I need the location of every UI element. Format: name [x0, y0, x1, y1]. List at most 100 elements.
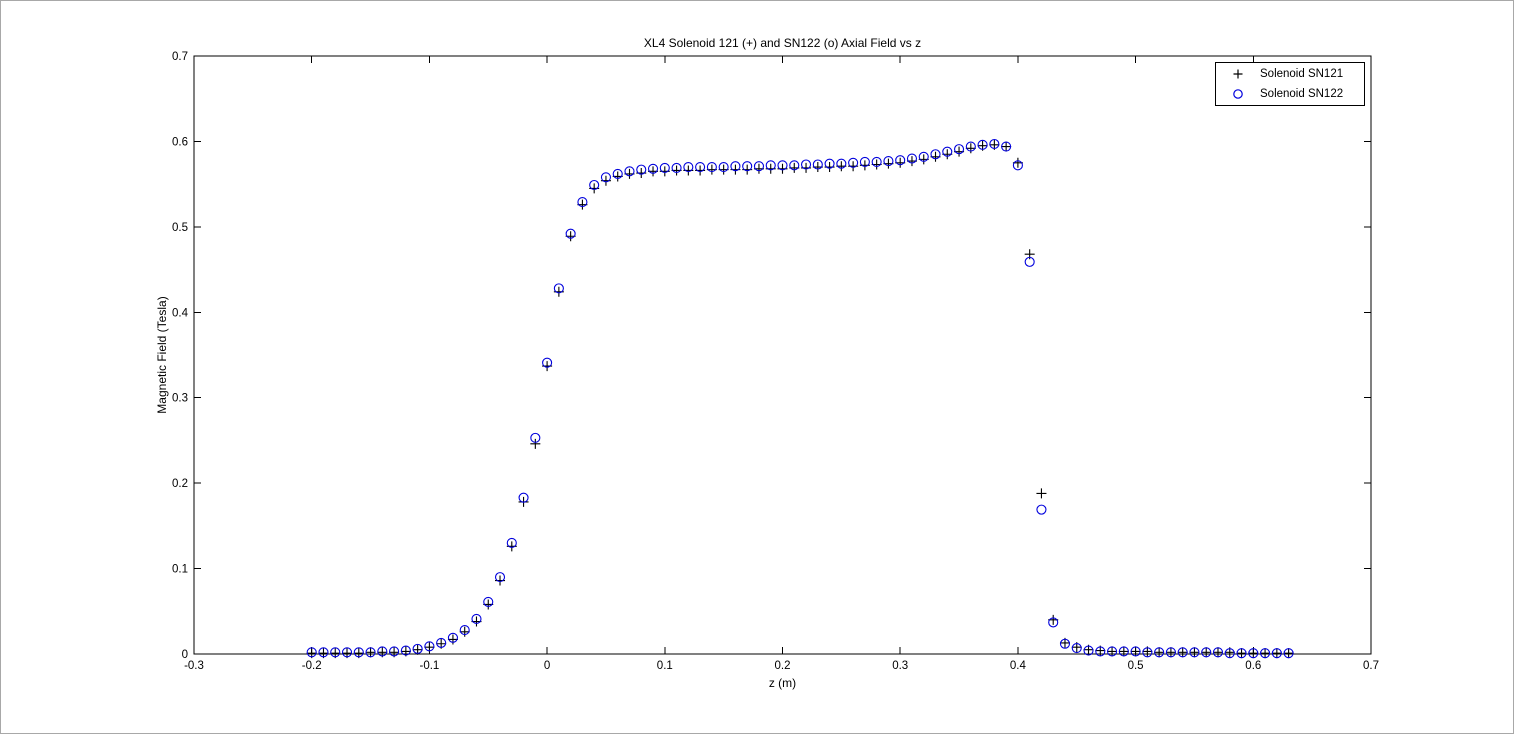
data-point-circle	[1154, 647, 1165, 658]
data-point-circle	[836, 158, 847, 169]
data-point-circle	[341, 647, 353, 658]
legend-label-sn122: Solenoid SN122	[1260, 88, 1344, 100]
data-point-circle	[400, 645, 411, 656]
data-point-circle	[742, 161, 753, 172]
y-tick-label: 0.3	[172, 393, 188, 405]
data-point-plus	[965, 143, 976, 154]
x-tick-label: -0.2	[302, 660, 322, 672]
data-point-circle	[953, 144, 965, 155]
data-point-circle	[1224, 648, 1235, 659]
x-axis-label: z (m)	[768, 676, 797, 690]
data-point-circle	[942, 146, 953, 157]
circle-marker-icon	[1216, 88, 1260, 100]
data-point-circle	[483, 596, 494, 607]
data-point-circle	[1201, 647, 1212, 658]
data-point-plus	[1236, 648, 1247, 659]
data-point-circle	[424, 641, 435, 652]
data-point-circle	[306, 647, 317, 658]
data-point-circle	[494, 572, 506, 583]
data-point-circle	[1260, 648, 1271, 659]
data-point-circle	[812, 159, 823, 170]
data-point-circle	[577, 197, 588, 208]
data-point-plus	[1036, 488, 1047, 499]
data-point-circle	[859, 156, 870, 167]
data-point-circle	[1130, 646, 1141, 657]
x-tick-label: 0.2	[775, 660, 791, 672]
data-point-circle	[412, 643, 423, 654]
series-solenoid-sn121	[306, 139, 1294, 659]
data-point-circle	[718, 162, 729, 173]
data-point-circle	[871, 156, 882, 167]
data-point-circle	[612, 168, 623, 179]
legend[interactable]: Solenoid SN121 Solenoid SN122	[1215, 62, 1365, 106]
data-point-circle	[318, 647, 329, 658]
data-point-circle	[824, 158, 835, 169]
data-point-plus	[459, 626, 470, 637]
data-point-circle	[1107, 646, 1118, 657]
x-tick-label: 0.4	[1010, 660, 1027, 672]
data-point-circle	[1177, 647, 1188, 658]
data-point-circle	[695, 162, 706, 173]
data-point-circle	[965, 141, 976, 152]
y-tick-label: 0.2	[172, 478, 188, 490]
legend-entry-sn121: Solenoid SN121	[1216, 64, 1364, 84]
data-point-circle	[895, 155, 906, 166]
data-point-plus	[1130, 646, 1141, 657]
data-point-circle	[506, 537, 517, 548]
data-point-circle	[1059, 638, 1071, 649]
data-point-plus	[1189, 647, 1200, 658]
data-point-plus	[1165, 647, 1176, 658]
data-point-circle	[1142, 647, 1153, 658]
axes-box	[193, 55, 1372, 655]
y-tick-label: 0.7	[172, 51, 188, 63]
data-point-circle	[1165, 647, 1176, 658]
data-point-circle	[647, 163, 659, 174]
legend-entry-sn122: Solenoid SN122	[1216, 84, 1364, 104]
data-point-circle	[447, 632, 458, 643]
data-point-plus	[1248, 648, 1259, 659]
data-point-circle	[1271, 648, 1282, 659]
data-point-circle	[565, 228, 576, 239]
data-point-circle	[977, 139, 988, 150]
data-point-circle	[730, 161, 741, 172]
data-point-plus	[447, 634, 458, 645]
legend-label-sn121: Solenoid SN121	[1260, 68, 1344, 80]
data-point-circle	[1048, 617, 1059, 628]
x-tick-label: 0.6	[1245, 660, 1261, 672]
data-point-plus	[1212, 647, 1223, 658]
data-point-circle	[1212, 647, 1224, 658]
data-point-circle	[471, 613, 482, 625]
data-point-circle	[459, 625, 470, 636]
data-point-plus	[1201, 647, 1212, 658]
data-point-circle	[353, 647, 364, 658]
data-point-plus	[1177, 647, 1188, 658]
data-point-circle	[777, 160, 788, 171]
data-point-circle	[636, 164, 647, 175]
data-point-circle	[624, 166, 635, 177]
chart-title: XL4 Solenoid 121 (+) and SN122 (o) Axial…	[643, 36, 922, 50]
data-point-plus	[365, 647, 376, 658]
data-point-circle	[1118, 646, 1129, 657]
y-tick-label: 0.1	[172, 564, 188, 576]
data-point-circle	[542, 357, 553, 368]
data-point-circle	[989, 138, 1000, 150]
data-point-circle	[789, 160, 800, 171]
data-point-circle	[659, 162, 670, 173]
data-point-circle	[883, 156, 894, 167]
axis-ticks	[193, 55, 1372, 655]
data-point-circle	[1236, 648, 1247, 659]
data-point-plus	[530, 438, 541, 449]
y-tick-label: 0.5	[172, 222, 188, 234]
data-point-plus	[1260, 648, 1271, 659]
data-point-circle	[436, 637, 447, 648]
data-point-circle	[365, 647, 376, 658]
y-tick-label: 0.4	[172, 307, 189, 319]
y-tick-label: 0	[182, 649, 188, 661]
data-point-circle	[1283, 648, 1294, 659]
data-point-circle	[389, 646, 400, 657]
data-point-plus	[1118, 646, 1129, 657]
data-point-circle	[377, 646, 388, 657]
data-point-circle	[930, 149, 941, 160]
data-point-circle	[753, 161, 765, 172]
x-tick-label: 0	[544, 660, 550, 672]
